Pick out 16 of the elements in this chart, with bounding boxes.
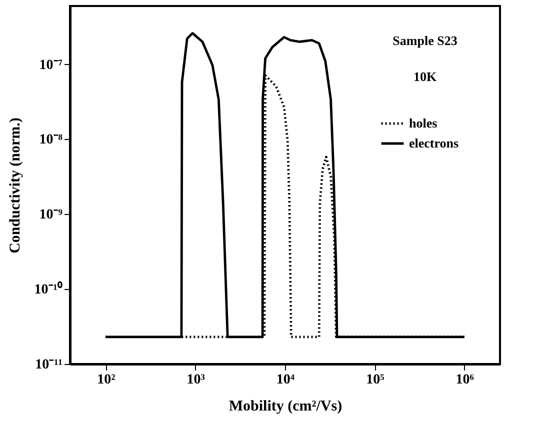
y-tick-label: 10⁻¹¹	[35, 358, 62, 372]
x-tick-label: 10²	[97, 372, 116, 388]
y-tick-label: 10⁻⁸	[39, 132, 62, 148]
x-tick-label: 10⁶	[456, 372, 474, 388]
x-axis-title: Mobility (cm²/Vs)	[228, 398, 342, 414]
x-tick-label: 10⁴	[276, 372, 296, 388]
y-tick-label: 10⁻⁹	[39, 208, 62, 223]
y-tick-label: 10⁻¹⁰	[34, 280, 62, 298]
x-tick-label: 10³	[186, 372, 205, 388]
annotation: 10K	[413, 69, 438, 84]
annotation: Sample S23	[392, 33, 458, 48]
y-axis-title: Conductivity (norm.)	[7, 118, 24, 254]
legend-label: electrons	[409, 136, 459, 150]
y-tick-label: 10⁻⁷	[39, 58, 62, 73]
legend-label: holes	[409, 116, 438, 130]
x-tick-label: 10⁵	[366, 372, 384, 388]
